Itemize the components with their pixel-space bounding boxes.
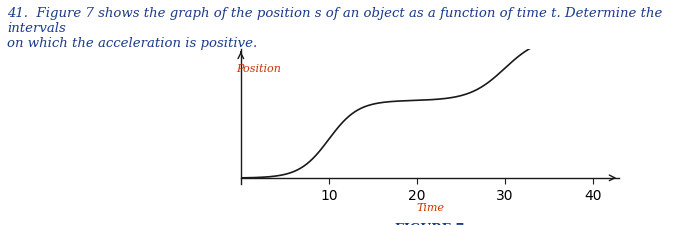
Text: 41.  Figure 7 shows the graph of the position s of an object as a function of ti: 41. Figure 7 shows the graph of the posi… bbox=[7, 7, 663, 50]
Text: Time: Time bbox=[416, 202, 444, 212]
Text: Position: Position bbox=[237, 64, 281, 74]
Text: FIGURE 7: FIGURE 7 bbox=[396, 222, 464, 225]
